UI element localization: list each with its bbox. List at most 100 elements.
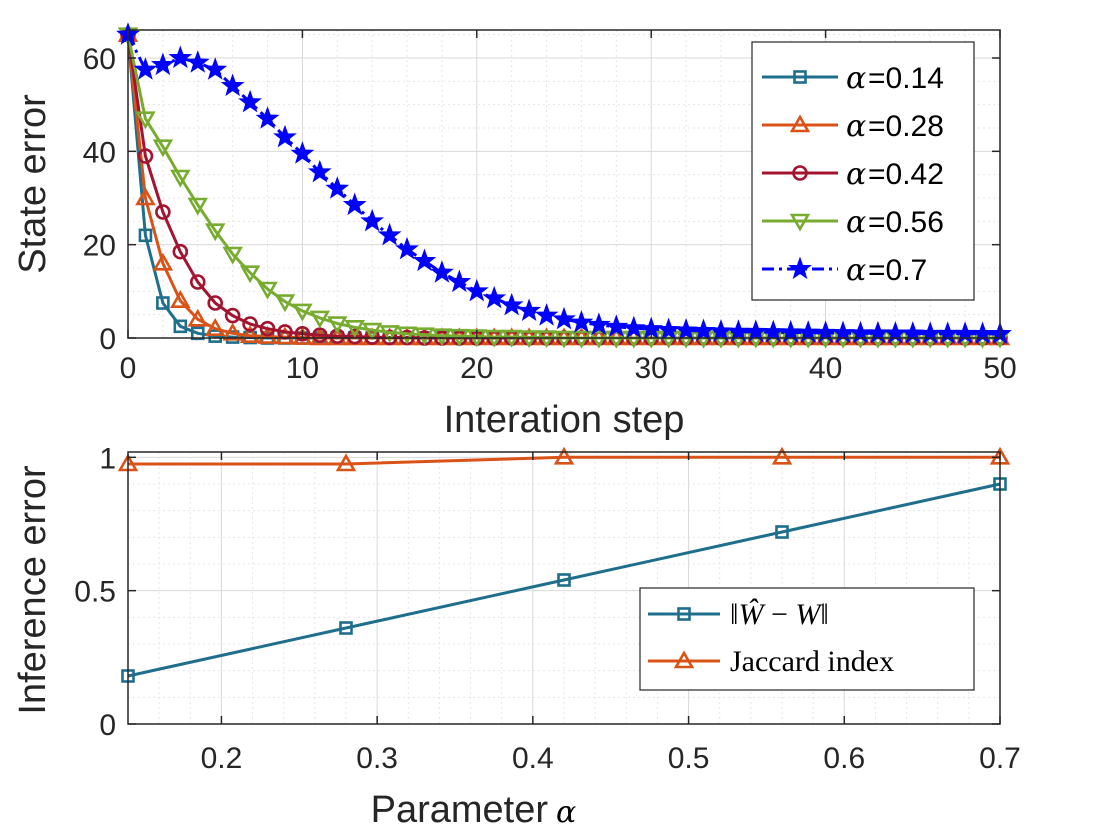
legend-label-part: Ŵ bbox=[738, 598, 766, 631]
data-point bbox=[170, 290, 191, 308]
y-tick-label: 40 bbox=[83, 136, 116, 169]
x-tick-label: 50 bbox=[983, 352, 1016, 385]
data-point bbox=[255, 106, 280, 129]
series-2 bbox=[117, 446, 1011, 472]
data-point bbox=[588, 330, 610, 349]
tick-labels: 0.2 0.3 0.4 0.5 0.6 0.7 0 0.5 1 bbox=[74, 442, 1021, 775]
data-point bbox=[604, 314, 629, 337]
legend-symbol: α bbox=[846, 61, 866, 96]
data-point bbox=[172, 243, 189, 260]
data-point bbox=[189, 274, 206, 290]
legend-box bbox=[639, 587, 975, 691]
legend-label: =0.28 bbox=[868, 110, 944, 143]
legend-label: Jaccard index bbox=[730, 645, 894, 678]
legend-symbol: α bbox=[846, 157, 866, 192]
legend-symbol: α bbox=[846, 253, 866, 288]
data-point bbox=[414, 327, 435, 346]
legend-marker bbox=[673, 650, 695, 669]
x-tick-label: 0 bbox=[120, 352, 137, 385]
legend: α =0.14α =0.28α =0.42α =0.56α =0.7 bbox=[751, 41, 975, 301]
data-point bbox=[185, 50, 210, 73]
legend-entry: α =0.7 bbox=[762, 253, 927, 288]
data-point bbox=[606, 330, 627, 349]
legend-marker bbox=[789, 213, 811, 232]
data-point bbox=[307, 159, 332, 183]
legend-entry: ‖Ŵ − W‖ bbox=[648, 598, 829, 631]
data-point bbox=[586, 312, 611, 335]
data-point bbox=[412, 248, 437, 272]
x-tick-label: 0.4 bbox=[512, 742, 554, 775]
data-point bbox=[204, 318, 226, 336]
data-point bbox=[257, 281, 278, 300]
legend-label: =0.42 bbox=[868, 158, 944, 191]
tick-labels: 0 10 20 30 40 50 0 20 40 60 bbox=[83, 30, 1017, 385]
data-point bbox=[775, 525, 789, 539]
data-point bbox=[204, 223, 226, 242]
data-point bbox=[222, 322, 243, 341]
data-point bbox=[290, 141, 315, 164]
data-point bbox=[257, 325, 278, 344]
data-point bbox=[691, 318, 716, 342]
y-axis-label: Inference error bbox=[12, 465, 54, 715]
data-point bbox=[168, 45, 193, 69]
data-point bbox=[342, 192, 367, 216]
data-point bbox=[553, 446, 575, 465]
data-point bbox=[242, 316, 258, 332]
data-point bbox=[187, 308, 209, 327]
plot-frame bbox=[127, 29, 1001, 339]
series-line bbox=[127, 482, 1001, 678]
data-point bbox=[569, 310, 594, 333]
data-point bbox=[552, 306, 576, 330]
data-point bbox=[152, 139, 174, 158]
legend-label-part: − bbox=[763, 598, 795, 631]
y-tick-label: 0 bbox=[99, 323, 116, 356]
data-point bbox=[379, 325, 400, 344]
legend-label-part: ‖ bbox=[730, 598, 738, 631]
data-point bbox=[138, 228, 153, 243]
data-point bbox=[557, 573, 571, 587]
legend-entry: α =0.28 bbox=[762, 109, 944, 144]
data-point bbox=[156, 296, 170, 310]
data-point bbox=[152, 252, 174, 271]
data-point bbox=[155, 204, 171, 220]
legend-box bbox=[751, 41, 975, 301]
data-point bbox=[208, 329, 222, 343]
data-point bbox=[135, 111, 156, 130]
legend-entry: α =0.42 bbox=[762, 157, 944, 192]
legend-label: =0.14 bbox=[868, 62, 944, 95]
data-point bbox=[137, 148, 154, 164]
legend-entry: α =0.14 bbox=[762, 61, 944, 96]
data-point bbox=[447, 269, 472, 293]
legend: ‖Ŵ − W‖Jaccard index bbox=[639, 587, 975, 691]
data-point bbox=[361, 322, 383, 341]
y-tick-label: 20 bbox=[83, 230, 116, 263]
series-5 bbox=[116, 22, 1012, 345]
data-point bbox=[674, 318, 698, 341]
data-point bbox=[621, 315, 646, 339]
data-point bbox=[482, 285, 507, 309]
legend-marker bbox=[677, 607, 691, 621]
data-point bbox=[274, 294, 296, 313]
y-tick-label: 0.5 bbox=[74, 576, 116, 609]
data-point bbox=[449, 328, 470, 347]
data-point bbox=[292, 326, 313, 345]
data-point bbox=[239, 325, 261, 343]
data-point bbox=[396, 326, 418, 345]
data-point bbox=[273, 124, 297, 148]
data-point bbox=[335, 453, 357, 472]
legend-label: ‖Ŵ − W‖ bbox=[730, 598, 829, 631]
data-point bbox=[339, 621, 353, 635]
legend-symbol: α bbox=[846, 109, 866, 144]
x-tick-label: 0.5 bbox=[668, 742, 710, 775]
data-point bbox=[207, 295, 223, 311]
data-point bbox=[534, 303, 559, 326]
legend-label-part: W bbox=[795, 598, 823, 631]
data-point bbox=[224, 307, 241, 324]
data-point bbox=[377, 222, 402, 246]
data-point bbox=[173, 319, 188, 334]
legend-label: =0.7 bbox=[868, 254, 927, 287]
data-point bbox=[292, 303, 313, 322]
data-point bbox=[187, 197, 209, 216]
x-axis-label: Interation step bbox=[444, 399, 685, 441]
